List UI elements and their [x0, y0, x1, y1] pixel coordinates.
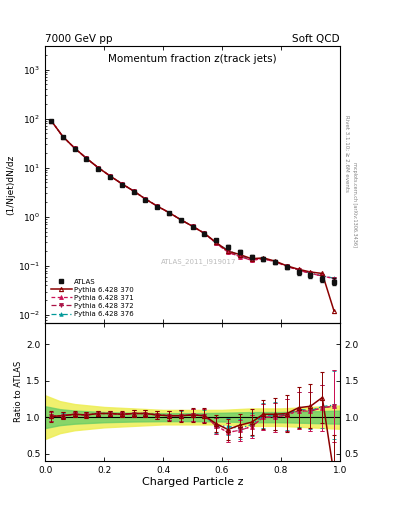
Text: mcplots.cern.ch [arXiv:1306.3436]: mcplots.cern.ch [arXiv:1306.3436]	[352, 162, 357, 247]
Y-axis label: (1/Njet)dN/dz: (1/Njet)dN/dz	[6, 154, 15, 215]
X-axis label: Charged Particle z: Charged Particle z	[142, 477, 243, 487]
Text: Soft QCD: Soft QCD	[292, 33, 340, 44]
Text: Rivet 3.1.10; ≥ 2.6M events: Rivet 3.1.10; ≥ 2.6M events	[345, 115, 350, 192]
Text: ATLAS_2011_I919017: ATLAS_2011_I919017	[161, 259, 236, 265]
Text: 7000 GeV pp: 7000 GeV pp	[45, 33, 113, 44]
Y-axis label: Ratio to ATLAS: Ratio to ATLAS	[14, 361, 23, 422]
Text: Momentum fraction z(track jets): Momentum fraction z(track jets)	[108, 54, 277, 65]
Legend: ATLAS, Pythia 6.428 370, Pythia 6.428 371, Pythia 6.428 372, Pythia 6.428 376: ATLAS, Pythia 6.428 370, Pythia 6.428 37…	[49, 276, 136, 319]
